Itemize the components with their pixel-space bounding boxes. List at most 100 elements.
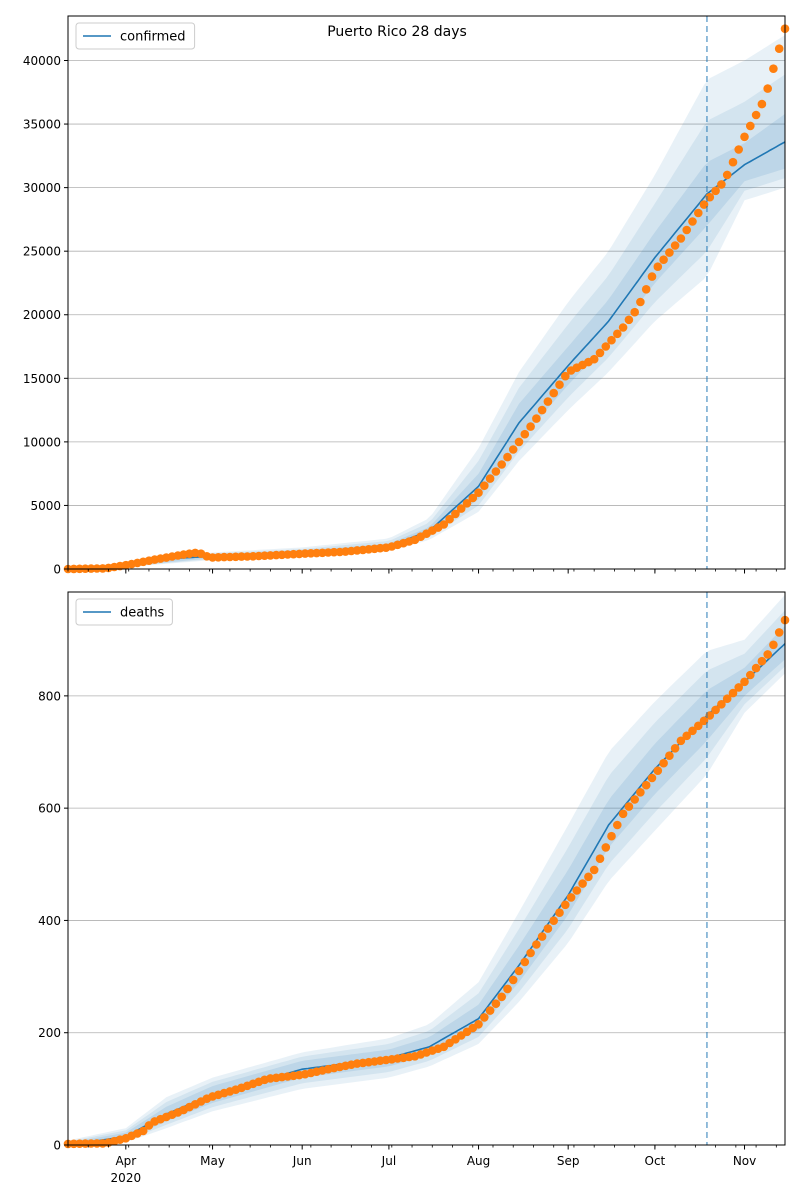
observed-point: [601, 843, 611, 852]
observed-point: [468, 493, 478, 503]
observed-point: [491, 467, 501, 476]
y-tick-label: 20000: [23, 308, 61, 322]
observed-point: [670, 744, 680, 753]
legend-box: [75, 22, 196, 50]
observed-point: [647, 272, 657, 281]
observed-point: [624, 802, 634, 811]
observed-point: [503, 452, 512, 462]
observed-point: [665, 751, 674, 760]
observed-point: [589, 354, 599, 364]
observed-point: [630, 795, 639, 804]
observed-point: [561, 900, 570, 910]
observed-point: [636, 297, 645, 307]
observed-point: [508, 975, 518, 985]
y-tick-label: 10000: [23, 435, 61, 449]
band-middle: [68, 610, 785, 1145]
observed-point: [774, 44, 784, 53]
observed-point: [763, 84, 772, 93]
observed-point: [774, 628, 784, 637]
observed-point: [728, 157, 738, 167]
observed-point: [566, 893, 576, 902]
observed-point: [647, 773, 657, 783]
observed-point: [607, 831, 616, 841]
y-tick-label: 25000: [23, 245, 61, 259]
observed-point: [456, 504, 466, 513]
observed-point: [491, 999, 501, 1008]
x-tick-label: Aug: [467, 1154, 490, 1168]
x-tick-label: Nov: [733, 1154, 756, 1168]
y-tick-label: 800: [38, 689, 61, 703]
observed-point: [659, 758, 668, 768]
observed-point: [537, 932, 547, 941]
observed-point: [769, 640, 778, 650]
observed-point: [734, 145, 743, 154]
observed-point: [630, 307, 639, 317]
observed-point: [520, 429, 530, 439]
observed-point: [451, 509, 460, 519]
observed-point: [757, 99, 767, 109]
observed-point: [751, 110, 761, 120]
observed-point: [618, 809, 628, 819]
x-tick-label: Sep: [557, 1154, 580, 1168]
observed-point: [532, 414, 541, 423]
observed-point: [641, 780, 651, 790]
y-tick-label: 40000: [23, 54, 61, 68]
x-tick-label: Apr: [115, 1154, 136, 1168]
observed-point: [717, 700, 726, 709]
legend-box: [75, 598, 173, 626]
y-tick-label: 35000: [23, 118, 61, 132]
observed-point: [711, 186, 720, 196]
y-tick-label: 30000: [23, 181, 61, 195]
observed-point: [769, 64, 778, 73]
axes-frame: [67, 15, 786, 570]
legend: confirmed: [75, 22, 196, 50]
x-tick-label: Jun: [292, 1154, 312, 1168]
y-tick-label: 0: [53, 563, 61, 577]
observed-point: [688, 726, 697, 736]
figure-title: Puerto Rico 28 days: [327, 24, 467, 40]
observed-point: [757, 656, 767, 666]
observed-point: [584, 872, 593, 882]
observed-point: [682, 731, 691, 741]
observed-point: [751, 663, 761, 673]
observed-point: [746, 121, 755, 131]
observed-point: [138, 1126, 148, 1136]
observed-point: [485, 1006, 495, 1015]
observed-point: [485, 474, 495, 483]
observed-point: [543, 924, 553, 933]
observed-point: [445, 514, 454, 524]
observed-point: [537, 405, 547, 415]
observed-point: [595, 348, 605, 358]
observed-point: [659, 255, 668, 264]
observed-point: [613, 820, 622, 830]
x-tick-label: Oct: [645, 1154, 666, 1168]
axes-frame: [67, 591, 786, 1146]
observed-point: [474, 1020, 483, 1029]
observed-point: [561, 371, 570, 381]
legend-label: deaths: [120, 606, 165, 621]
observed-point: [613, 329, 622, 339]
observed-point: [480, 1013, 489, 1022]
y-tick-label: 600: [38, 802, 61, 816]
legend: deaths: [75, 598, 173, 626]
observed-point: [682, 225, 691, 235]
observed-point: [618, 323, 628, 332]
observed-point: [572, 886, 582, 895]
observed-point: [653, 262, 663, 272]
observed-point: [728, 688, 738, 698]
observed-point: [474, 488, 483, 498]
confirmed-panel: 0 5000 10000 15000 20000 25000 30000 35000 40000…: [23, 15, 790, 577]
observed-point: [641, 285, 651, 294]
observed-point: [578, 879, 587, 888]
observed-point: [480, 481, 489, 491]
observed-point: [746, 670, 755, 680]
y-tick-label: 0: [53, 1139, 61, 1153]
observed-point: [636, 788, 645, 797]
observed-point: [694, 721, 703, 731]
band-outer: [68, 594, 785, 1145]
observed-point: [543, 397, 553, 406]
observed-point: [549, 388, 558, 398]
observed-point: [717, 180, 726, 189]
y-tick-label: 200: [38, 1026, 61, 1040]
observed-point: [526, 422, 535, 431]
